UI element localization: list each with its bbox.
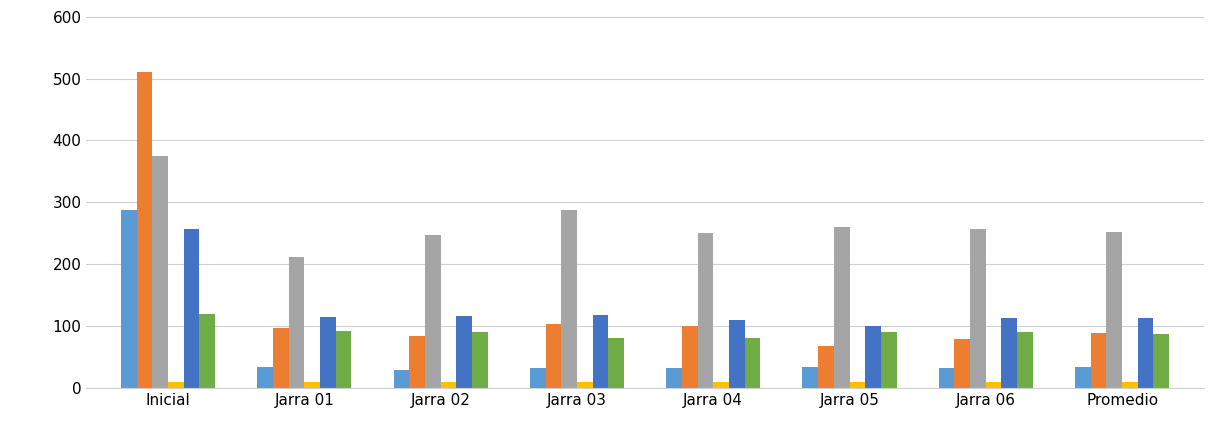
Bar (728, 320, 744, 388)
Bar (184, 229, 199, 388)
Bar (546, 325, 562, 388)
Bar (681, 326, 697, 388)
Bar (273, 328, 289, 388)
Bar (410, 335, 425, 388)
Bar (818, 346, 834, 388)
Bar (849, 382, 865, 388)
Bar (336, 331, 352, 388)
Bar (802, 367, 818, 388)
Bar (1017, 332, 1033, 388)
Bar (939, 368, 954, 388)
Bar (986, 382, 1001, 388)
Bar (121, 210, 137, 388)
Bar (199, 314, 215, 388)
Bar (289, 257, 304, 388)
Bar (394, 370, 410, 388)
Bar (834, 227, 849, 388)
Bar (441, 382, 457, 388)
Bar (593, 315, 609, 388)
Bar (304, 382, 320, 388)
Bar (152, 156, 168, 388)
Bar (137, 72, 152, 388)
Bar (425, 235, 441, 388)
Bar (320, 317, 336, 388)
Bar (1154, 334, 1169, 388)
Bar (1001, 318, 1017, 388)
Bar (667, 368, 681, 388)
Bar (577, 382, 593, 388)
Bar (609, 338, 625, 388)
Bar (472, 332, 488, 388)
Bar (697, 233, 713, 388)
Bar (1075, 367, 1091, 388)
Bar (1091, 332, 1107, 388)
Bar (257, 367, 273, 388)
Bar (713, 382, 728, 388)
Bar (970, 229, 986, 388)
Bar (168, 382, 184, 388)
Bar (530, 368, 546, 388)
Bar (744, 338, 760, 388)
Bar (1122, 382, 1138, 388)
Bar (1107, 232, 1122, 388)
Bar (881, 332, 896, 388)
Bar (1138, 318, 1154, 388)
Bar (457, 316, 472, 388)
Bar (954, 339, 970, 388)
Bar (865, 326, 881, 388)
Bar (562, 210, 577, 388)
